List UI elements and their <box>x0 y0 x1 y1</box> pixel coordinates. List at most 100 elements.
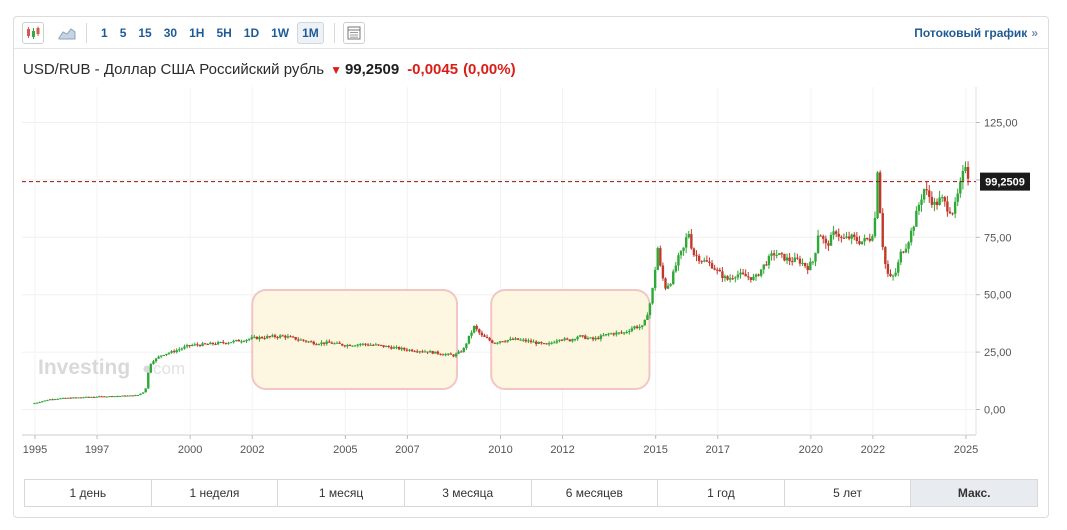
period-button-0[interactable]: 1 день <box>25 480 152 506</box>
candle-body <box>511 338 515 340</box>
candle-body <box>609 333 613 335</box>
timeframe-1d[interactable]: 1D <box>243 25 260 40</box>
candle-body <box>700 261 703 263</box>
candle-body <box>796 257 799 259</box>
candle-body <box>33 403 36 405</box>
candle-body <box>527 340 530 342</box>
candle-body <box>814 252 817 262</box>
period-button-2[interactable]: 1 месяц <box>278 480 405 506</box>
candle-body <box>392 347 396 349</box>
candle-body <box>441 354 445 356</box>
candle-body <box>664 278 667 289</box>
candle-body <box>959 181 962 194</box>
candlestick-chart-icon[interactable] <box>22 21 44 44</box>
candle-body <box>516 338 520 340</box>
candle-body <box>723 276 727 278</box>
period-button-1[interactable]: 1 неделя <box>151 480 279 506</box>
timeframe-5h[interactable]: 5H <box>216 25 232 40</box>
period-selector: 1 день 1 неделя 1 месяц 3 месяца 6 месяцев 1 … <box>24 479 1038 507</box>
candle-body <box>736 274 740 278</box>
candle-body <box>710 263 714 269</box>
candle-body <box>617 332 621 334</box>
x-tick-label: 2007 <box>395 444 419 456</box>
candle-body <box>811 261 815 263</box>
instrument-header: USD/RUB - Доллар США Российский рубль ▼ … <box>23 61 516 78</box>
candle-body <box>382 345 385 347</box>
candle-body <box>943 197 946 202</box>
toolbar-divider <box>333 22 335 43</box>
candle-body <box>180 348 184 350</box>
candle-body <box>338 342 341 344</box>
timeframe-15[interactable]: 15 <box>138 25 152 40</box>
timeframe-1m[interactable]: 1M <box>297 21 324 44</box>
period-button-4[interactable]: 6 месяцев <box>531 480 659 506</box>
candle-body <box>48 399 52 401</box>
candle-body <box>656 248 659 270</box>
table-view-icon[interactable] <box>342 21 365 44</box>
candle-body <box>553 342 556 344</box>
candle-body <box>294 337 297 340</box>
candle-body <box>741 272 745 274</box>
candle-body <box>247 338 251 340</box>
candle-body <box>734 277 737 279</box>
period-button-3[interactable]: 3 месяца <box>404 480 532 506</box>
candle-body <box>948 211 952 214</box>
candle-body <box>439 353 442 355</box>
candle-body <box>488 338 491 341</box>
candle-body <box>397 346 401 350</box>
candle-body <box>604 334 608 336</box>
candle-body <box>299 339 303 341</box>
candle-body <box>328 341 331 343</box>
area-chart-icon[interactable] <box>56 22 78 44</box>
timeframe-1h[interactable]: 1H <box>189 25 205 40</box>
candle-body <box>961 171 965 182</box>
price-change-percent: (0,00%) <box>463 61 516 78</box>
candle-body <box>315 344 318 346</box>
timeframe-group: 1 5 15 30 1H 5H 1D 1W 1M <box>95 21 326 44</box>
toolbar-divider <box>86 22 87 43</box>
candle-body <box>387 346 390 348</box>
candle-body <box>131 395 134 397</box>
candle-body <box>343 345 347 347</box>
timeframe-1[interactable]: 1 <box>101 25 108 40</box>
candle-body <box>809 261 812 271</box>
candle-body <box>886 263 890 274</box>
candle-body <box>501 341 504 343</box>
candle-body <box>423 351 427 353</box>
candle-body <box>216 342 220 345</box>
period-button-6[interactable]: 5 лет <box>784 480 912 506</box>
candle-body <box>74 397 78 399</box>
candle-body <box>320 342 323 345</box>
candle-body <box>793 257 796 262</box>
down-arrow-icon: ▼ <box>330 63 342 77</box>
candle-body <box>827 243 830 246</box>
candle-body <box>201 343 204 346</box>
candle-body <box>61 397 65 399</box>
timeframe-1w[interactable]: 1W <box>271 25 290 40</box>
streaming-chart-label: Потоковый график <box>914 26 1028 40</box>
candle-body <box>573 339 577 341</box>
timeframe-30[interactable]: 30 <box>163 25 178 40</box>
candle-body <box>922 189 926 200</box>
period-button-5[interactable]: 1 год <box>658 480 785 506</box>
timeframe-5[interactable]: 5 <box>119 25 127 40</box>
candle-body <box>395 346 398 348</box>
streaming-chart-link[interactable]: Потоковый график» <box>914 26 1038 40</box>
candle-body <box>752 276 755 280</box>
candle-body <box>364 343 367 345</box>
candle-body <box>550 342 553 344</box>
candle-body <box>648 303 652 316</box>
candle-body <box>754 274 758 277</box>
candle-body <box>116 396 119 398</box>
candle-body <box>426 351 429 353</box>
candle-body <box>635 326 639 328</box>
candle-body <box>198 345 202 347</box>
candle-body <box>798 258 802 264</box>
period-button-7[interactable]: Макс. <box>911 480 1037 506</box>
candle-body <box>309 341 313 343</box>
candle-body <box>855 236 859 242</box>
candle-body <box>964 167 967 172</box>
candle-body <box>276 337 279 339</box>
candle-body <box>909 230 913 243</box>
